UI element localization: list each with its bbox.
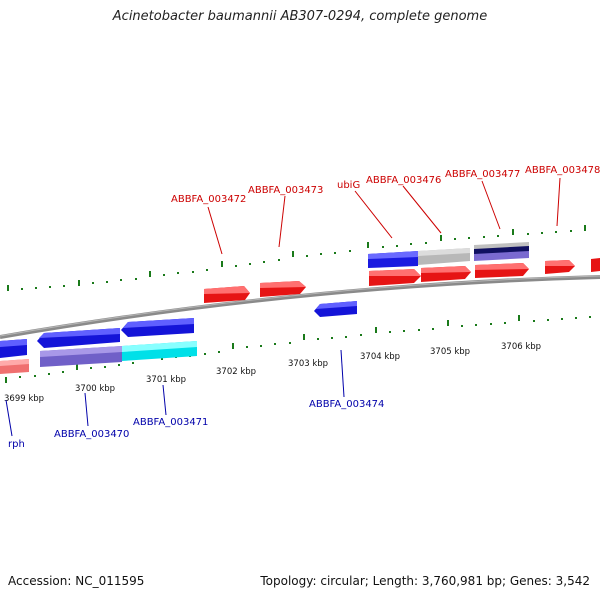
gene-label: ABBFA_003471 bbox=[133, 417, 208, 428]
genome-summary-text: Topology: circular; Length: 3,760,981 bp… bbox=[260, 574, 590, 588]
reverse-strand-genes bbox=[0, 301, 357, 374]
genome-backbone bbox=[0, 275, 600, 339]
kbp-label: 3699 kbp bbox=[4, 394, 44, 404]
kbp-label: 3702 kbp bbox=[216, 367, 256, 377]
gene-label: ABBFA_003472 bbox=[171, 194, 246, 205]
top-label-connectors bbox=[207, 177, 561, 255]
lower-tick-row bbox=[5, 315, 591, 383]
gene-label: ABBFA_003477 bbox=[445, 169, 520, 180]
gene-label: ABBFA_003473 bbox=[248, 185, 323, 196]
kbp-label: 3703 kbp bbox=[288, 359, 328, 369]
kbp-label: 3704 kbp bbox=[360, 352, 400, 362]
map-title: Acinetobacter baumannii AB307-0294, comp… bbox=[112, 9, 488, 24]
gene-label: ABBFA_003478 bbox=[525, 165, 600, 176]
gene-label: ubiG bbox=[337, 180, 360, 191]
bottom-label-connectors bbox=[5, 349, 345, 437]
accession-text: Accession: NC_011595 bbox=[8, 574, 145, 588]
gene-arrow-forward bbox=[591, 258, 600, 272]
gene-block-violet bbox=[474, 251, 529, 261]
kbp-label: 3705 kbp bbox=[430, 347, 470, 357]
bottom-gene-labels: rph ABBFA_003470 ABBFA_003471 ABBFA_0034… bbox=[8, 399, 384, 450]
forward-strand-genes bbox=[204, 258, 600, 303]
kbp-label: 3701 kbp bbox=[146, 375, 186, 385]
gene-label: ABBFA_003474 bbox=[309, 399, 384, 410]
gene-label: rph bbox=[8, 439, 25, 450]
gene-label: ABBFA_003470 bbox=[54, 429, 129, 440]
upper-tick-row bbox=[7, 225, 586, 291]
kbp-label: 3706 kbp bbox=[501, 342, 541, 352]
gene-label: ABBFA_003476 bbox=[366, 175, 441, 186]
kbp-label: 3700 kbp bbox=[75, 384, 115, 394]
kbp-scale-labels: 3699 kbp 3700 kbp 3701 kbp 3702 kbp 3703… bbox=[4, 342, 541, 404]
top-gene-labels: ABBFA_003472 ABBFA_003473 ubiG ABBFA_003… bbox=[171, 165, 600, 205]
forward-outer-track bbox=[368, 242, 529, 268]
